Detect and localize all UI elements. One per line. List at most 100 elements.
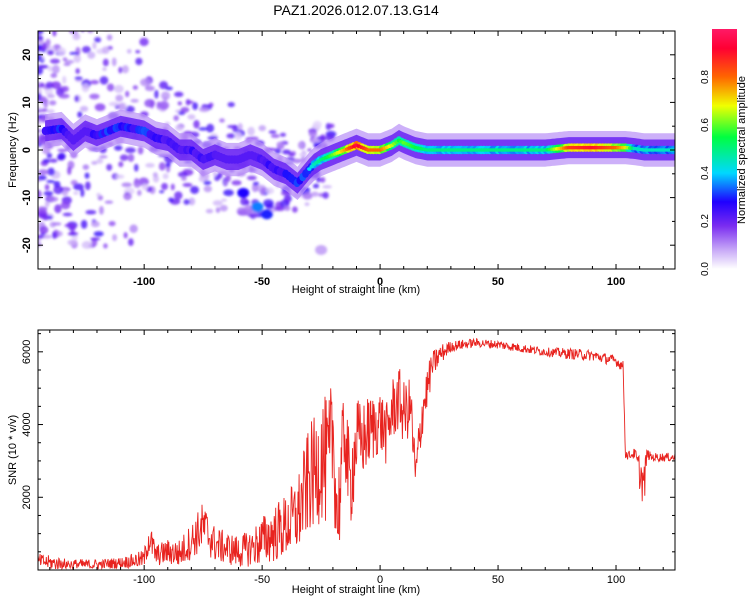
speckle-blob	[42, 42, 47, 51]
speckle-blob	[91, 220, 100, 228]
snr-y-label: SNR (10 * v/v)	[7, 415, 19, 485]
speckle-blob	[99, 155, 108, 159]
speckle-blob	[47, 49, 54, 56]
speckle-blob	[38, 213, 47, 219]
spectrogram-x-label: Height of straight line (km)	[292, 284, 420, 296]
speckle-blob	[106, 83, 115, 92]
speckle-blob	[162, 173, 169, 180]
speckle-blob	[152, 172, 158, 178]
speckle-blob	[57, 152, 66, 161]
y-tick-label: -10	[21, 190, 33, 206]
speckle-blob	[38, 31, 44, 35]
speckle-blob	[114, 145, 123, 151]
speckle-blob	[316, 136, 327, 141]
speckle-blob	[64, 223, 75, 228]
speckle-blob	[223, 189, 234, 197]
speckle-blob	[219, 204, 228, 212]
speckle-blob	[130, 98, 139, 103]
speckle-blob	[161, 182, 168, 191]
speckle-blob	[174, 124, 184, 132]
speckle-blob	[93, 231, 104, 237]
speckle-blob	[328, 123, 335, 129]
speckle-blob	[44, 184, 50, 191]
speckle-blob	[219, 118, 225, 123]
speckle-blob	[188, 197, 196, 206]
speckle-blob	[73, 191, 79, 195]
speckle-blob	[231, 180, 242, 186]
speckle-blob	[81, 45, 91, 54]
speckle-blob	[320, 177, 326, 183]
speckle-blob	[38, 238, 42, 244]
speckle-blob	[102, 67, 107, 71]
x-tick-label: -100	[133, 276, 155, 288]
speckle-blob	[104, 200, 114, 204]
speckle-blob	[51, 64, 60, 74]
speckle-blob	[302, 192, 313, 200]
speckle-blob	[102, 58, 109, 67]
speckle-blob	[118, 161, 124, 168]
speckle-blob	[89, 93, 100, 100]
speckle-blob	[198, 127, 208, 131]
speckle-blob	[288, 153, 295, 157]
speckle-blob	[62, 57, 68, 62]
speckle-blob	[84, 172, 90, 179]
speckle-blob	[50, 73, 58, 78]
speckle-blob	[51, 231, 57, 239]
speckle-blob	[129, 17, 140, 21]
speckle-blob	[186, 100, 194, 104]
speckle-blob	[112, 234, 118, 242]
speckle-blob	[52, 31, 57, 37]
speckle-blob	[145, 163, 155, 168]
speckle-blob	[282, 149, 292, 155]
speckle-blob	[38, 128, 43, 133]
spectrogram-ridge	[41, 109, 675, 200]
colorbar-ticks: 0.0 0.2 0.4 0.6 0.8	[700, 70, 711, 276]
speckle-blob	[64, 59, 75, 64]
speckle-blob	[41, 234, 53, 239]
colorbar-tick-label: 0.2	[700, 214, 711, 228]
speckle-blob	[165, 162, 171, 168]
speckle-blob	[251, 183, 259, 193]
speckle-blob	[74, 95, 79, 102]
speckle-blob	[60, 201, 71, 210]
speckle-blob	[312, 120, 322, 129]
speckle-blob	[146, 85, 156, 92]
speckle-blob	[206, 123, 215, 133]
speckle-blob	[141, 183, 149, 191]
speckle-blob	[38, 206, 48, 211]
speckle-blob	[177, 171, 188, 178]
colorbar-tick-label: 0.4	[700, 166, 711, 180]
speckle-blob	[102, 24, 109, 30]
speckle-blob	[38, 81, 42, 86]
speckle-blob	[103, 26, 111, 31]
speckle-blob	[244, 199, 250, 206]
speckle-blob	[263, 199, 274, 208]
speckle-blob	[38, 64, 49, 69]
speckle-blob	[96, 192, 101, 197]
speckle-blob	[205, 208, 214, 214]
speckle-blob	[126, 48, 132, 54]
speckle-blob	[114, 20, 119, 29]
speckle-blob	[125, 147, 136, 154]
speckle-blob	[44, 201, 50, 208]
speckle-blob	[49, 100, 57, 106]
speckle-blob	[203, 185, 213, 193]
colorbar-tick-label: 0.8	[700, 70, 711, 84]
speckle-blob	[307, 148, 312, 152]
speckle-blob	[47, 109, 55, 115]
speckle-blob	[192, 102, 198, 110]
speckle-blob	[274, 206, 285, 212]
spectrogram-y-label: Frequency (Hz)	[7, 112, 19, 188]
speckle-blob	[94, 36, 102, 43]
speckle-blob	[42, 145, 51, 155]
speckle-blob	[174, 191, 183, 200]
speckle-blob	[292, 206, 298, 213]
speckle-blob	[43, 100, 49, 108]
speckle-blob	[103, 243, 108, 249]
speckle-blob	[204, 175, 210, 181]
speckle-blob	[133, 178, 142, 188]
speckle-blob	[61, 189, 69, 197]
speckle-blob	[72, 33, 81, 41]
speckle-blob	[118, 102, 126, 112]
